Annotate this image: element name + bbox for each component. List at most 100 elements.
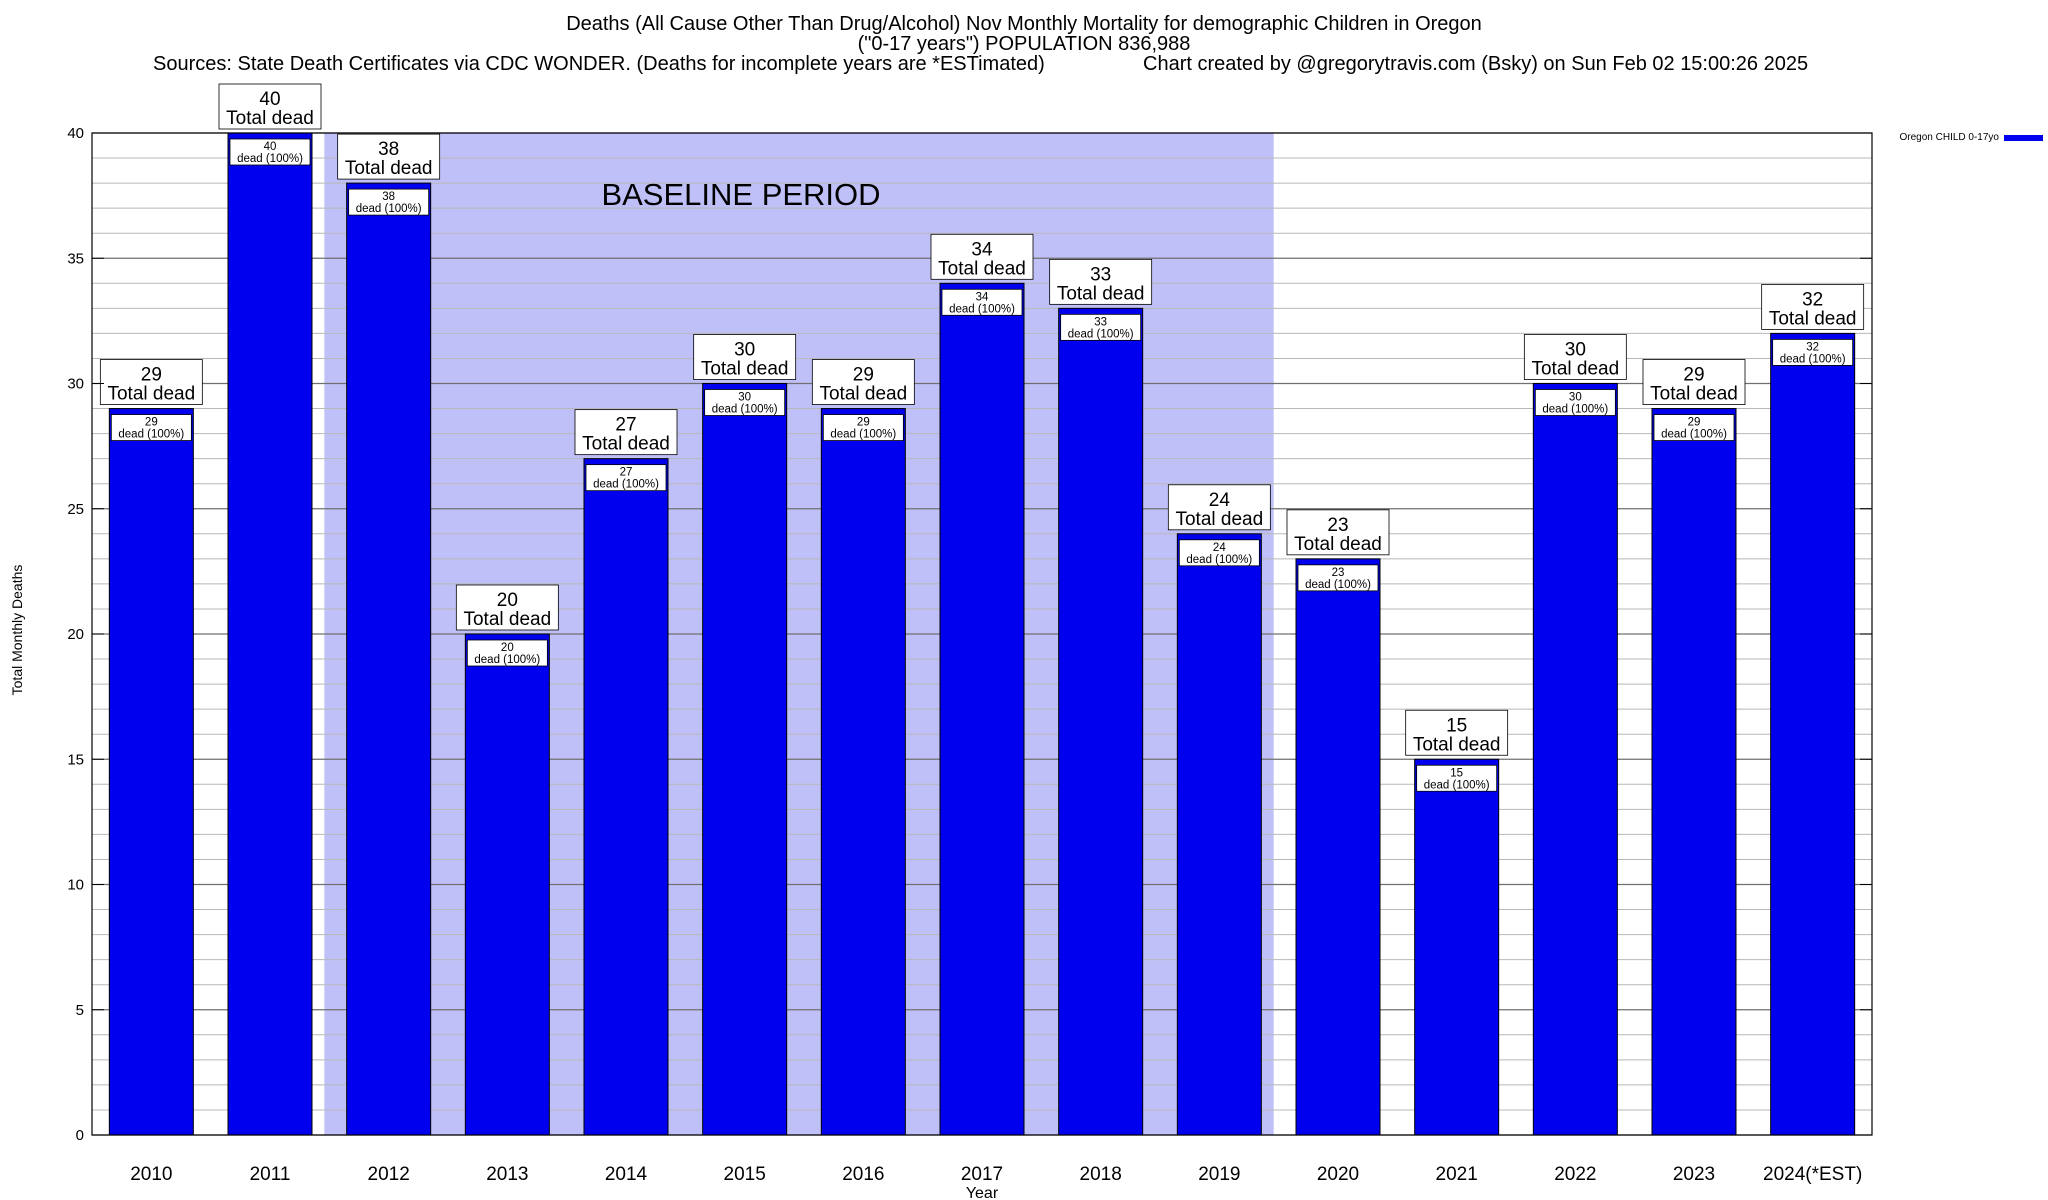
bar-top-suffix: Total dead xyxy=(1769,308,1857,329)
bar-top-label-box xyxy=(1642,359,1746,405)
bar xyxy=(1651,408,1737,1136)
bar-top-suffix: Total dead xyxy=(107,384,195,405)
bar-inner-pct: dead (100%) xyxy=(1424,779,1490,791)
bar-inner-value: 29 xyxy=(857,417,870,429)
x-tick-label: 2024(*EST) xyxy=(1763,1164,1862,1185)
legend: Oregon CHILD 0-17yo xyxy=(1900,132,2043,143)
bar-inner-pct: dead (100%) xyxy=(1068,328,1134,340)
bar-inner-value: 20 xyxy=(501,642,514,654)
bar-top-value: 29 xyxy=(141,365,162,386)
bar-top-suffix: Total dead xyxy=(1057,283,1145,304)
y-tick-label: 15 xyxy=(67,751,84,768)
bar-inner-value: 34 xyxy=(976,291,989,303)
bar-inner-pct: dead (100%) xyxy=(474,654,540,666)
y-tick-label: 10 xyxy=(67,877,84,894)
bar-inner-value: 15 xyxy=(1450,767,1463,779)
bar-inner-label-box xyxy=(704,389,786,416)
x-tick-label: 2014 xyxy=(605,1164,648,1185)
legend-label: Oregon CHILD 0-17yo xyxy=(1900,132,2000,143)
bar-inner-label-box xyxy=(348,188,430,216)
x-tick-label: 2015 xyxy=(724,1164,766,1185)
plot-frame xyxy=(91,132,1873,1136)
bar-inner-pct: dead (100%) xyxy=(949,303,1015,315)
bar-inner-label-box xyxy=(1178,539,1260,567)
bar-top-value: 34 xyxy=(971,239,993,260)
bar-inner-pct: dead (100%) xyxy=(1542,404,1608,416)
bar-top-label-box xyxy=(811,359,915,405)
bar xyxy=(346,182,432,1136)
bar-top-value: 38 xyxy=(378,139,399,160)
bar-inner-label-box xyxy=(1416,764,1498,792)
bar-top-value: 23 xyxy=(1327,515,1348,536)
bar-top-suffix: Total dead xyxy=(1531,359,1619,380)
bar-inner-value: 24 xyxy=(1213,542,1226,554)
chart-title-line2: ("0-17 years") POPULATION 836,988 xyxy=(857,33,1191,55)
bar-inner-value: 30 xyxy=(1569,392,1582,404)
bar xyxy=(820,408,906,1136)
x-tick-label: 2020 xyxy=(1317,1164,1359,1185)
bar xyxy=(583,458,669,1136)
bar-inner-label-box xyxy=(585,464,667,492)
bar-top-suffix: Total dead xyxy=(701,359,789,380)
bar-inner-pct: dead (100%) xyxy=(830,429,896,441)
bar-top-label-box xyxy=(218,83,322,130)
bar xyxy=(108,408,194,1136)
x-tick-label: 2017 xyxy=(961,1164,1003,1185)
x-tick-label: 2012 xyxy=(368,1164,410,1185)
bar-inner-label-box xyxy=(229,138,311,166)
bar-top-suffix: Total dead xyxy=(819,384,907,405)
y-tick-label: 0 xyxy=(76,1127,84,1144)
bar-top-value: 27 xyxy=(615,415,636,436)
bar-inner-pct: dead (100%) xyxy=(237,153,303,165)
bar-inner-value: 29 xyxy=(1688,417,1701,429)
bar-top-label-box xyxy=(1761,283,1865,330)
bar-inner-pct: dead (100%) xyxy=(593,479,659,491)
bar-top-value: 30 xyxy=(734,340,755,361)
bar-top-suffix: Total dead xyxy=(938,258,1026,279)
bar xyxy=(1532,383,1618,1136)
bar-top-value: 15 xyxy=(1446,715,1467,736)
bar-inner-value: 29 xyxy=(145,417,158,429)
y-tick-label: 35 xyxy=(67,250,84,267)
bar-top-value: 33 xyxy=(1090,264,1111,285)
bar-top-suffix: Total dead xyxy=(1175,509,1263,530)
bar-top-suffix: Total dead xyxy=(345,158,433,179)
bar-inner-value: 27 xyxy=(620,467,633,479)
bar xyxy=(1058,307,1144,1136)
bar xyxy=(1295,558,1381,1136)
bar-inner-label-box xyxy=(941,288,1023,316)
bar-top-label-box xyxy=(99,359,203,405)
bar-top-value: 29 xyxy=(853,365,874,386)
x-tick-label: 2019 xyxy=(1198,1164,1240,1185)
bar-top-suffix: Total dead xyxy=(1413,734,1501,755)
bar-top-value: 30 xyxy=(1565,340,1586,361)
bar-top-label-box xyxy=(337,133,441,180)
bar xyxy=(227,132,313,1136)
chart-credit: Chart created by @gregorytravis.com (Bsk… xyxy=(1143,53,1809,75)
x-tick-label: 2021 xyxy=(1436,1164,1478,1185)
x-tick-label: 2018 xyxy=(1080,1164,1122,1185)
bar-inner-pct: dead (100%) xyxy=(1186,554,1252,566)
bar-inner-pct: dead (100%) xyxy=(1661,429,1727,441)
bar xyxy=(1414,758,1500,1136)
bar-top-suffix: Total dead xyxy=(582,434,670,455)
y-tick-label: 30 xyxy=(67,376,84,393)
x-tick-label: 2022 xyxy=(1554,1164,1596,1185)
chart-sources: Sources: State Death Certificates via CD… xyxy=(153,53,1045,75)
bar-inner-label-box xyxy=(466,639,548,667)
bar-inner-pct: dead (100%) xyxy=(712,404,778,416)
bar-inner-label-box xyxy=(822,414,904,441)
bar xyxy=(1770,332,1856,1136)
bar-top-label-box xyxy=(1286,509,1390,556)
bar-top-label-box xyxy=(574,409,678,456)
bar xyxy=(939,282,1025,1136)
bar-inner-value: 33 xyxy=(1094,316,1107,328)
bar-inner-pct: dead (100%) xyxy=(1305,579,1371,591)
bar-inner-label-box xyxy=(1060,313,1142,341)
legend-swatch xyxy=(2004,135,2043,141)
bar-top-suffix: Total dead xyxy=(1294,534,1382,555)
bar-top-suffix: Total dead xyxy=(226,108,314,129)
bar-top-value: 24 xyxy=(1209,490,1231,511)
x-tick-label: 2023 xyxy=(1673,1164,1715,1185)
